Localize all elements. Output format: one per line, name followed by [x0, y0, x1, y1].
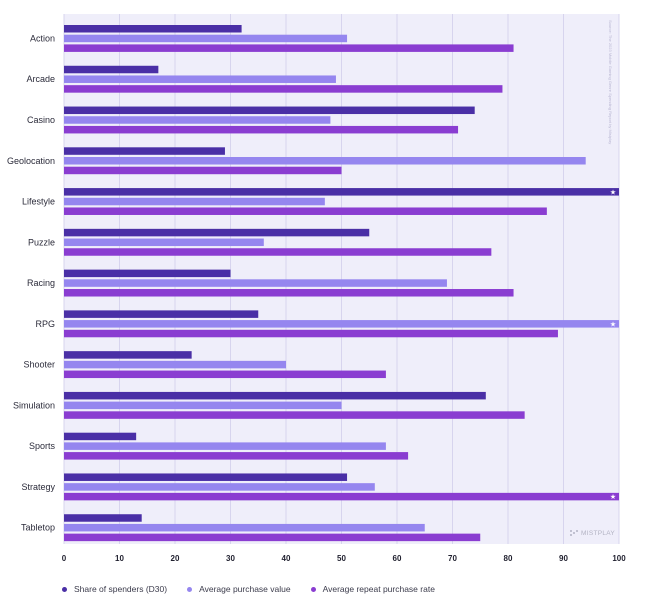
category-label: Shooter [23, 360, 55, 370]
x-tick-label: 20 [171, 554, 180, 563]
bar-racing-average-repeat-purchase-rate [64, 289, 514, 297]
bar-action-share-of-spenders-d30 [64, 25, 242, 33]
bar-strategy-average-purchase-value [64, 483, 375, 491]
bar-action-average-purchase-value [64, 34, 348, 43]
category-labels: Action Arcade Casino Geolocation Lifestyle Pu… [7, 33, 56, 532]
x-tick-label: 70 [448, 554, 457, 563]
bar-arcade-average-purchase-value [64, 75, 336, 83]
category-label: Racing [27, 278, 55, 288]
max-star-icon: ★ [610, 493, 616, 501]
bar-sports-average-purchase-value [64, 442, 386, 450]
category-label: Geolocation [7, 156, 55, 166]
category-label: Arcade [26, 74, 55, 84]
bar-tabletop-share-of-spenders-d30 [64, 514, 142, 522]
bar-casino-average-purchase-value [64, 116, 331, 124]
x-tick-label: 60 [393, 554, 402, 563]
category-label: Tabletop [21, 523, 55, 533]
bar-simulation-share-of-spenders-d30 [64, 391, 486, 400]
category-label: Simulation [13, 400, 55, 410]
bar-arcade-share-of-spenders-d30 [64, 65, 159, 74]
bar-racing-share-of-spenders-d30 [64, 269, 231, 278]
bar-tabletop-average-repeat-purchase-rate [64, 533, 481, 542]
bar-geolocation-average-repeat-purchase-rate [64, 166, 342, 175]
category-label: Strategy [21, 482, 55, 492]
bar-sports-share-of-spenders-d30 [64, 432, 137, 441]
bar-shooter-average-repeat-purchase-rate [64, 370, 386, 379]
chart: ★ ★ ★ Action Arcade Casino Geolocation Lifesty… [7, 14, 626, 563]
bar-rpg-average-purchase-value [64, 320, 619, 328]
bar-simulation-average-purchase-value [64, 401, 342, 410]
max-star-icon: ★ [610, 188, 616, 196]
bar-tabletop-average-purchase-value [64, 523, 425, 532]
brand-logo: MISTPLAY [570, 530, 615, 537]
legend-label: Average repeat purchase rate [322, 584, 435, 594]
x-tick-label: 80 [504, 554, 513, 563]
legend-dot-icon [310, 586, 316, 592]
bar-strategy-share-of-spenders-d30 [64, 473, 348, 481]
bar-rpg-average-repeat-purchase-rate [64, 329, 558, 338]
bar-puzzle-share-of-spenders-d30 [64, 228, 370, 237]
max-star-icon: ★ [610, 320, 616, 328]
legend: Share of spenders (D30) Average purchase… [62, 584, 435, 594]
bar-sports-average-repeat-purchase-rate [64, 452, 409, 460]
bar-strategy-average-repeat-purchase-rate [64, 492, 619, 501]
bar-simulation-average-repeat-purchase-rate [64, 411, 525, 419]
legend-item-share-of-spenders: Share of spenders (D30) [62, 584, 167, 594]
bar-arcade-average-repeat-purchase-rate [64, 85, 503, 93]
brand-name: MISTPLAY [581, 530, 615, 537]
bar-shooter-average-purchase-value [64, 360, 286, 369]
bar-geolocation-average-purchase-value [64, 157, 586, 165]
category-label: Casino [27, 115, 55, 125]
x-tick-labels: 0 10 20 30 40 50 60 70 80 90 100 [62, 554, 626, 563]
bar-lifestyle-average-repeat-purchase-rate [64, 207, 547, 215]
bar-puzzle-average-purchase-value [64, 238, 264, 247]
legend-dot-icon [187, 586, 193, 592]
x-tick-label: 30 [226, 554, 235, 563]
legend-item-average-purchase-value: Average purchase value [187, 584, 291, 594]
category-label: Action [30, 33, 55, 43]
brand-icon [570, 530, 578, 536]
bar-shooter-share-of-spenders-d30 [64, 351, 192, 359]
legend-item-average-repeat-purchase-rate: Average repeat purchase rate [310, 584, 435, 594]
legend-label: Share of spenders (D30) [74, 584, 168, 594]
gridlines [63, 14, 620, 544]
bar-racing-average-purchase-value [64, 279, 447, 287]
bar-lifestyle-average-purchase-value [64, 197, 325, 206]
bar-rpg-share-of-spenders-d30 [64, 310, 259, 318]
bar-lifestyle-share-of-spenders-d30 [64, 188, 619, 196]
source-note: Source: The 2023 Mobile Gaming Genre Spe… [608, 20, 613, 144]
bar-action-average-repeat-purchase-rate [64, 44, 514, 52]
category-label: Lifestyle [22, 197, 55, 207]
bars: ★ ★ ★ [64, 25, 619, 542]
bar-casino-average-repeat-purchase-rate [64, 125, 459, 134]
category-label: RPG [35, 319, 55, 329]
x-tick-label: 90 [559, 554, 568, 563]
x-tick-label: 100 [612, 554, 626, 563]
legend-dot-icon [62, 586, 67, 592]
legend-label: Average purchase value [199, 584, 291, 594]
x-tick-label: 0 [62, 554, 67, 563]
bar-geolocation-share-of-spenders-d30 [64, 147, 225, 155]
x-tick-label: 50 [337, 554, 346, 563]
bar-casino-share-of-spenders-d30 [64, 106, 475, 115]
category-label: Sports [29, 441, 56, 451]
category-label: Puzzle [28, 237, 55, 247]
x-tick-label: 10 [115, 554, 124, 563]
bar-puzzle-average-repeat-purchase-rate [64, 248, 492, 256]
x-tick-label: 40 [282, 554, 291, 563]
